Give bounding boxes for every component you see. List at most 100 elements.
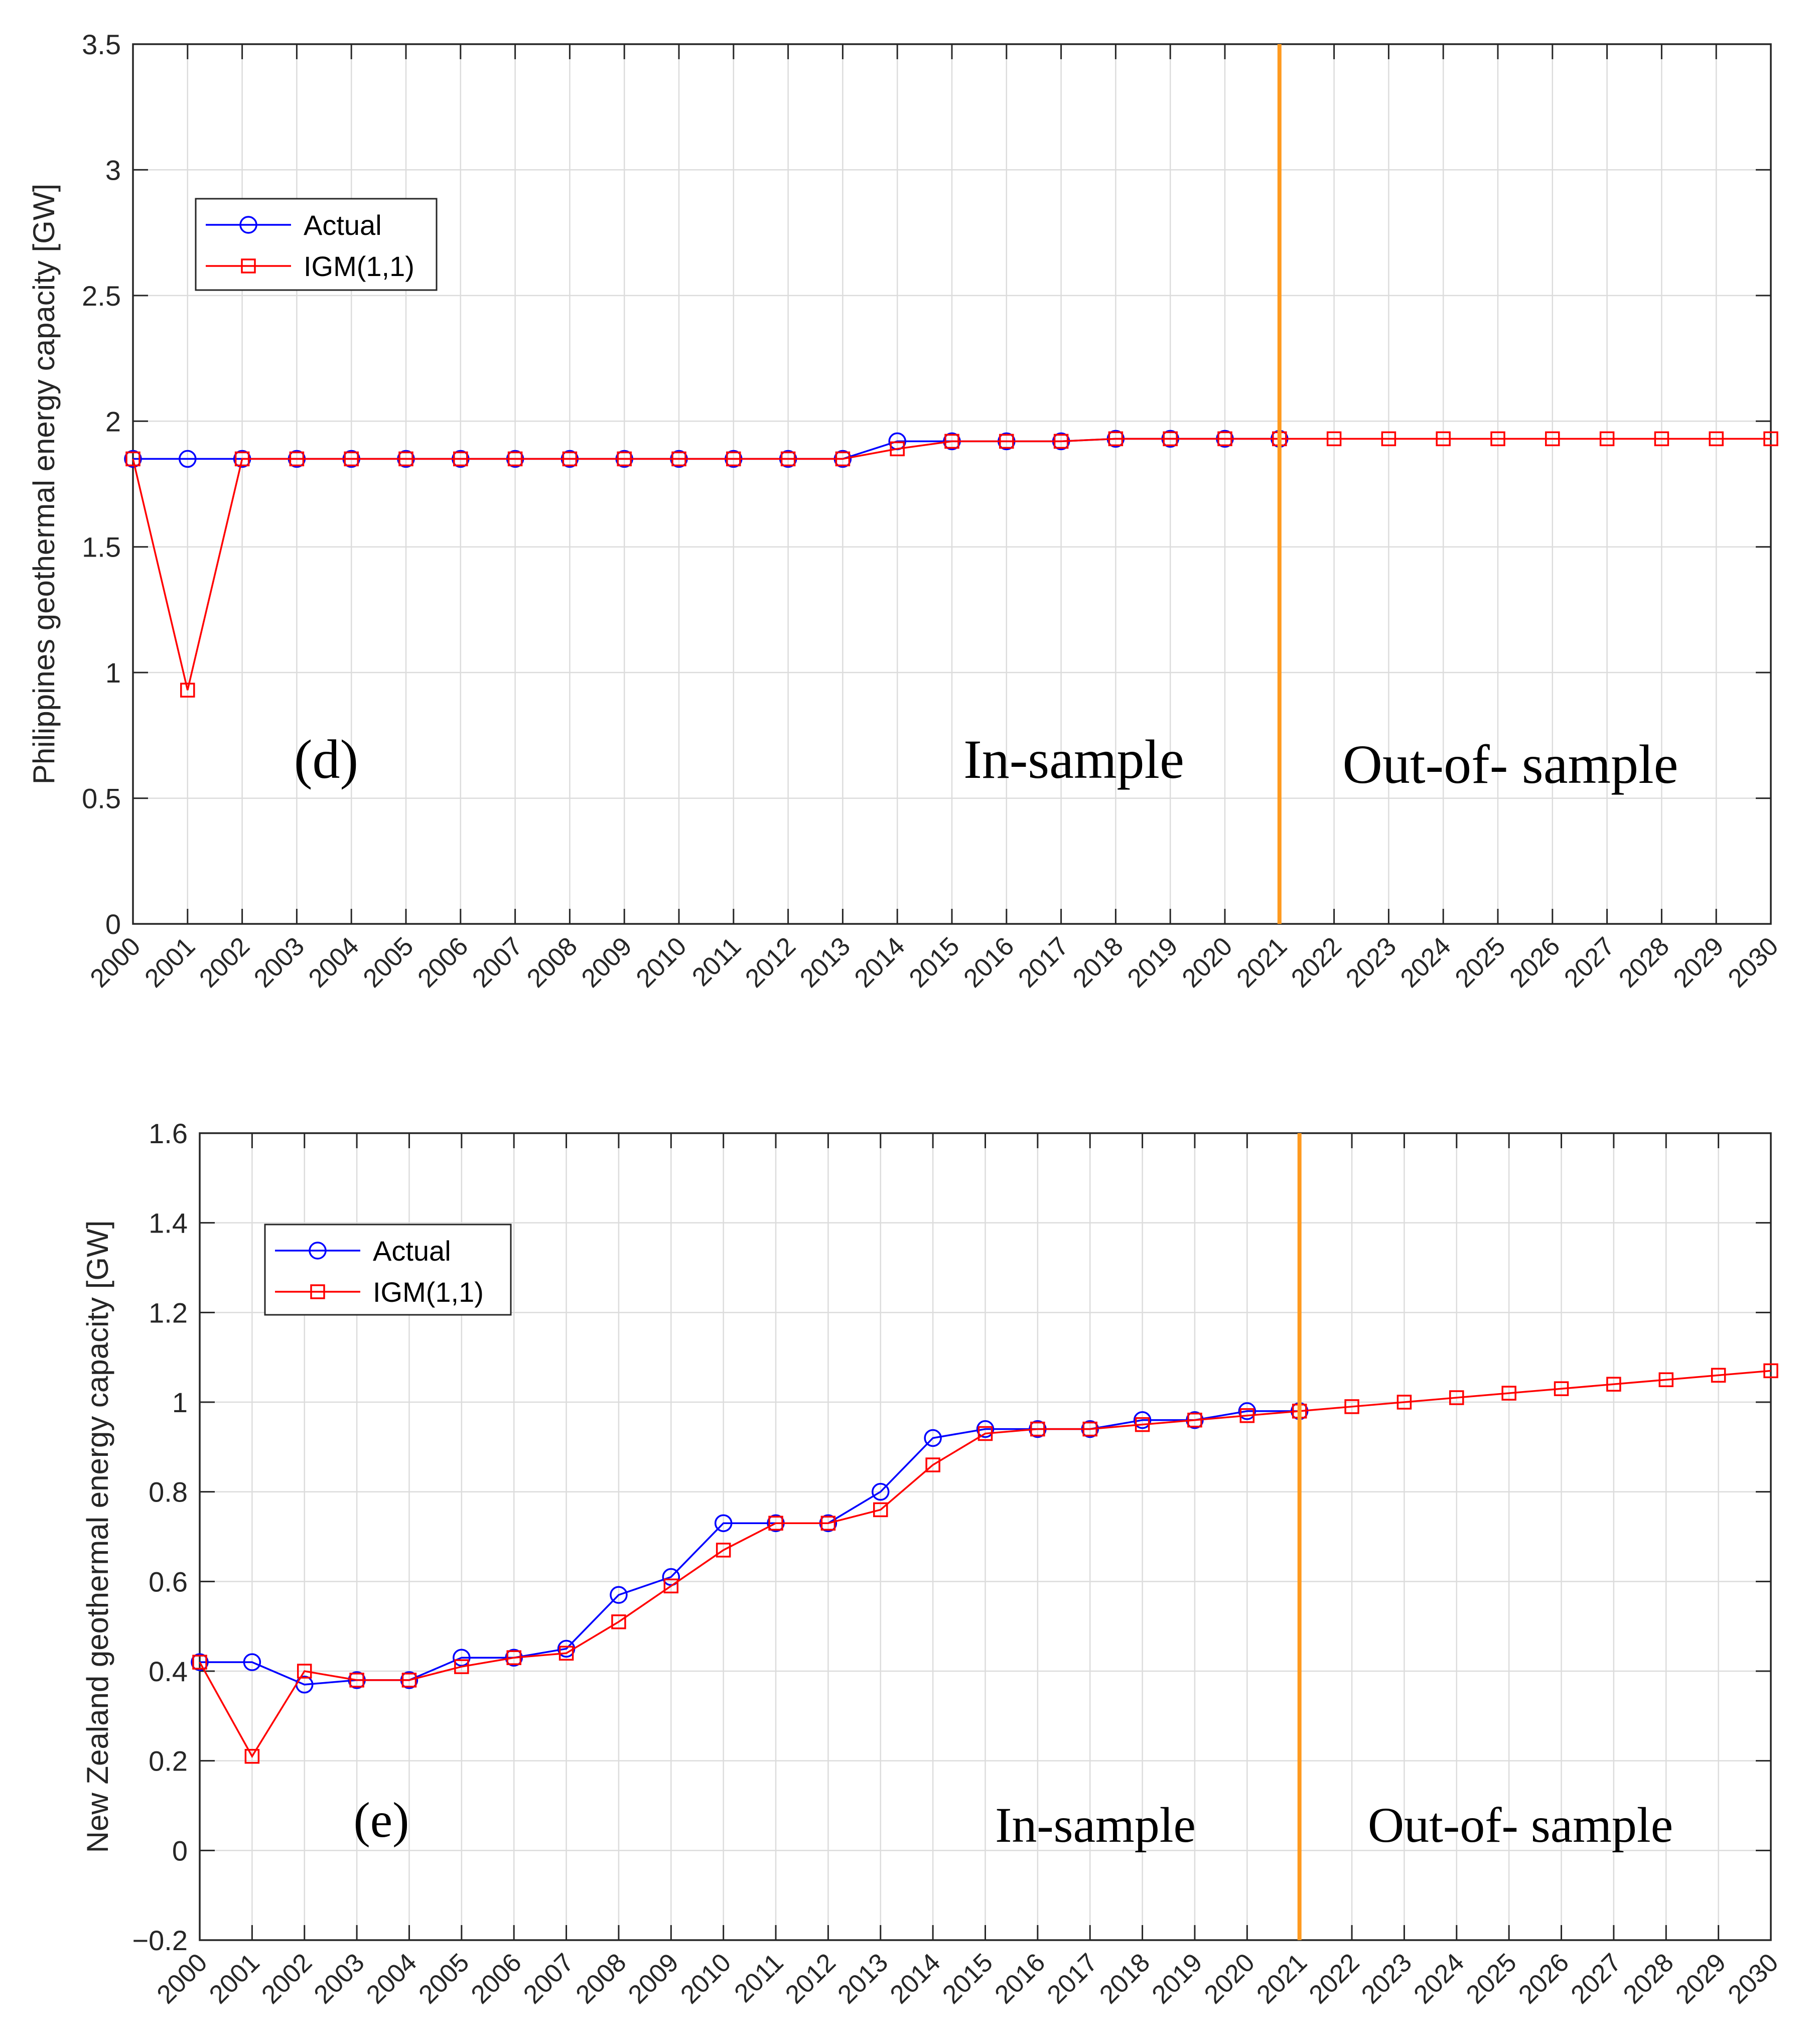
- data-point: [1449, 1390, 1464, 1405]
- chart-panel-d: 0 0.5 1 1.5 2 2.5 3 3.5 200020012002200320042005…: [27, 29, 1784, 993]
- x-tick-label: 2030: [1723, 1948, 1784, 2009]
- legend-label: Actual: [304, 209, 382, 241]
- x-tick-label: 2028: [1618, 1948, 1679, 2009]
- x-tick-label: 2016: [990, 1948, 1051, 2009]
- y-tick-label: 1: [172, 1387, 188, 1418]
- y-axis-label: New Zealand geothermal energy capacity […: [81, 1220, 114, 1853]
- series-line: [199, 1370, 1771, 1758]
- legend-marker: [310, 1284, 325, 1299]
- legend: Actual IGM(1,1): [195, 198, 438, 291]
- out-of-sample-label: Out-of- sample: [1343, 734, 1678, 795]
- y-tick-label: 1.4: [149, 1207, 188, 1239]
- data-point: [344, 451, 359, 467]
- y-tick-label: 1.6: [149, 1118, 188, 1149]
- data-point: [234, 451, 250, 467]
- x-tick-label: 2016: [958, 931, 1020, 993]
- data-point: [1658, 1372, 1674, 1388]
- legend-box: [195, 198, 438, 291]
- data-point: [289, 451, 305, 467]
- series-actual: [124, 430, 1289, 468]
- in-sample-label: In-sample: [995, 1797, 1196, 1853]
- x-tick-label: 2029: [1670, 1948, 1732, 2009]
- legend-marker: [239, 216, 257, 234]
- legend-label: Actual: [373, 1235, 451, 1267]
- data-point: [1490, 431, 1505, 447]
- x-tick-label: 2027: [1559, 931, 1620, 993]
- data-point: [890, 441, 905, 457]
- data-point: [872, 1482, 890, 1501]
- data-point: [1606, 1377, 1621, 1392]
- x-tick-label: 2011: [729, 1948, 789, 2008]
- x-tick-label: 2002: [256, 1948, 318, 2009]
- data-point: [398, 451, 413, 467]
- data-point: [944, 434, 959, 449]
- x-tick-label: 2003: [248, 931, 310, 993]
- panel-label: (e): [354, 1792, 409, 1848]
- x-tick-label: 2023: [1356, 1948, 1418, 2009]
- y-tick-label: 0.6: [149, 1566, 188, 1597]
- legend-marker: [309, 1242, 327, 1260]
- data-point: [192, 1655, 207, 1670]
- legend-box: [264, 1223, 512, 1316]
- x-tick-label: 2002: [194, 931, 255, 993]
- x-tick-label: 2006: [412, 931, 474, 993]
- y-tick-label: 3.5: [82, 29, 121, 60]
- data-point: [1344, 1399, 1359, 1414]
- x-tick-label: 2024: [1395, 931, 1457, 993]
- data-point: [562, 451, 578, 467]
- y-tick-label: 1.2: [149, 1297, 188, 1328]
- data-point: [714, 1514, 733, 1532]
- series-igm: [125, 431, 1778, 698]
- data-point: [999, 434, 1014, 449]
- data-point: [1217, 431, 1232, 447]
- x-tick-label: 2028: [1613, 931, 1675, 993]
- x-tick-label: 2026: [1513, 1948, 1575, 2009]
- tick-marks: [199, 1132, 1772, 1941]
- legend: Actual IGM(1,1): [264, 1223, 512, 1316]
- data-point: [924, 1429, 942, 1447]
- x-tick-label: 2020: [1199, 1948, 1261, 2009]
- y-tick-label: 0.4: [149, 1656, 188, 1687]
- chart-panel-e: −0.200.20.40.60.811.21.41.62000200120022…: [81, 1118, 1784, 2009]
- x-tick-label: 2019: [1147, 1948, 1208, 2009]
- series-line: [132, 438, 1771, 691]
- data-point: [976, 1420, 995, 1438]
- data-point: [1053, 434, 1069, 449]
- x-tick-label: 2020: [1177, 931, 1238, 993]
- legend-label: IGM(1,1): [373, 1276, 484, 1308]
- x-tick-label: 2007: [518, 1948, 580, 2009]
- x-tick-label: 2012: [780, 1948, 842, 2009]
- x-tick-label: 2005: [358, 931, 419, 993]
- y-tick-label: 1.5: [82, 531, 121, 563]
- data-point: [1763, 1363, 1778, 1379]
- x-tick-label: 2012: [740, 931, 801, 993]
- data-point: [820, 1516, 836, 1531]
- y-tick-label: 2: [105, 405, 121, 437]
- data-point: [1709, 431, 1724, 447]
- data-point: [1187, 1412, 1202, 1428]
- panel-label: (d): [294, 729, 358, 790]
- x-tick-label: 2013: [832, 1948, 894, 2009]
- x-tick-label: 2004: [303, 931, 365, 993]
- data-point: [610, 1586, 628, 1604]
- y-tick-label: 0: [172, 1835, 188, 1866]
- x-tick-label: 2000: [85, 931, 147, 993]
- data-point: [726, 451, 741, 467]
- y-tick-label: 0: [105, 908, 121, 940]
- in-sample-label: In-sample: [963, 729, 1184, 790]
- series-actual: [191, 1402, 1309, 1694]
- data-point: [124, 450, 142, 468]
- data-point: [297, 1664, 312, 1679]
- data-point: [780, 451, 796, 467]
- y-tick-label: 0.8: [149, 1476, 188, 1508]
- data-point: [401, 1673, 417, 1688]
- x-tick-label: 2001: [139, 931, 201, 993]
- x-tick-label: 2024: [1408, 1948, 1470, 2009]
- data-point: [1396, 1395, 1412, 1410]
- data-point: [453, 1649, 471, 1667]
- data-point: [125, 451, 141, 467]
- data-point: [1030, 1421, 1045, 1437]
- data-point: [835, 451, 851, 467]
- x-tick-label: 2001: [204, 1948, 265, 2009]
- y-tick-label: 0.5: [82, 783, 121, 814]
